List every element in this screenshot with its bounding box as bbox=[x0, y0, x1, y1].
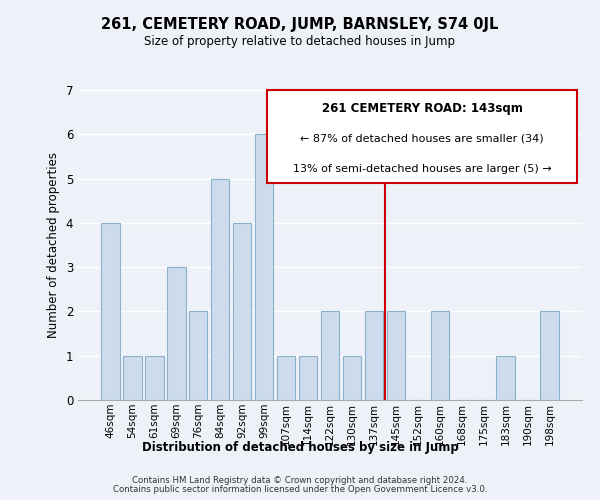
Bar bbox=[431, 312, 449, 400]
Text: Contains HM Land Registry data © Crown copyright and database right 2024.: Contains HM Land Registry data © Crown c… bbox=[132, 476, 468, 485]
Bar bbox=[299, 356, 317, 400]
Bar bbox=[255, 134, 274, 400]
Y-axis label: Number of detached properties: Number of detached properties bbox=[47, 152, 60, 338]
Bar bbox=[277, 356, 295, 400]
Bar bbox=[541, 312, 559, 400]
Text: 261, CEMETERY ROAD, JUMP, BARNSLEY, S74 0JL: 261, CEMETERY ROAD, JUMP, BARNSLEY, S74 … bbox=[101, 18, 499, 32]
Bar bbox=[386, 312, 405, 400]
Bar bbox=[233, 223, 251, 400]
Bar bbox=[496, 356, 515, 400]
FancyBboxPatch shape bbox=[267, 90, 577, 183]
Text: 13% of semi-detached houses are larger (5) →: 13% of semi-detached houses are larger (… bbox=[293, 164, 551, 174]
Bar bbox=[145, 356, 164, 400]
Bar bbox=[123, 356, 142, 400]
Bar bbox=[320, 312, 340, 400]
Bar bbox=[211, 178, 229, 400]
Bar bbox=[101, 223, 119, 400]
Bar bbox=[167, 267, 185, 400]
Text: ← 87% of detached houses are smaller (34): ← 87% of detached houses are smaller (34… bbox=[300, 134, 544, 143]
Bar bbox=[189, 312, 208, 400]
Text: Size of property relative to detached houses in Jump: Size of property relative to detached ho… bbox=[145, 35, 455, 48]
Bar bbox=[365, 312, 383, 400]
Text: Distribution of detached houses by size in Jump: Distribution of detached houses by size … bbox=[142, 441, 458, 454]
Text: Contains public sector information licensed under the Open Government Licence v3: Contains public sector information licen… bbox=[113, 485, 487, 494]
Bar bbox=[343, 356, 361, 400]
Text: 261 CEMETERY ROAD: 143sqm: 261 CEMETERY ROAD: 143sqm bbox=[322, 102, 523, 116]
